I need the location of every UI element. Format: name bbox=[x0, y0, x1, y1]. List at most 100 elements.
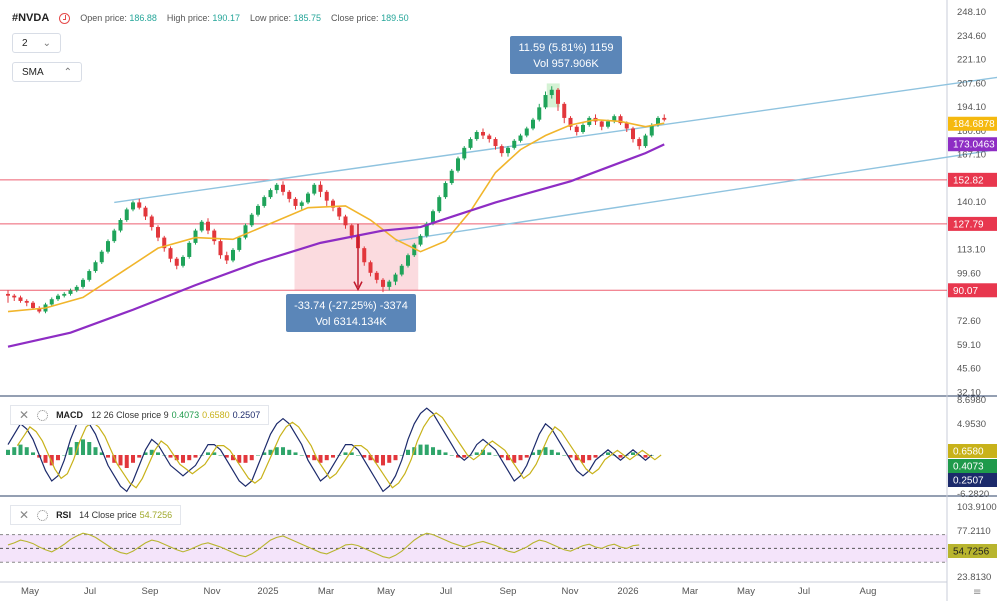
macd-histogram-bar bbox=[187, 455, 192, 461]
time-tick-label: Aug bbox=[860, 586, 877, 597]
candle-body bbox=[437, 197, 442, 212]
macd-histogram-bar bbox=[231, 455, 235, 461]
macd-histogram-bar bbox=[243, 455, 248, 463]
macd-value-3: 0.2507 bbox=[232, 410, 261, 420]
candle-body bbox=[543, 95, 548, 108]
candle-body bbox=[81, 279, 85, 287]
price-badge-label: 90.07 bbox=[953, 286, 978, 297]
price-tick-label: 140.10 bbox=[957, 197, 986, 208]
candle-body bbox=[393, 274, 398, 282]
candle-body bbox=[524, 128, 529, 136]
candle-body bbox=[368, 262, 373, 273]
macd-histogram-bar bbox=[193, 455, 198, 458]
macd-histogram-bar bbox=[343, 452, 348, 455]
macd-histogram-bar bbox=[24, 447, 29, 455]
macd-histogram-bar bbox=[406, 449, 410, 455]
close-icon[interactable]: ✕ bbox=[19, 408, 30, 422]
macd-histogram-bar bbox=[537, 449, 542, 455]
candle-body bbox=[512, 140, 517, 148]
candle-body bbox=[412, 244, 417, 256]
chevron-up-icon: ⌃ bbox=[63, 66, 72, 78]
macd-histogram-bar bbox=[112, 455, 117, 463]
macd-histogram-bar bbox=[137, 455, 142, 458]
close-icon[interactable]: ✕ bbox=[19, 508, 30, 522]
candle-body bbox=[468, 139, 473, 148]
candle-body bbox=[237, 237, 242, 250]
candle-body bbox=[256, 205, 260, 215]
indicator-select[interactable]: SMA ⌃ bbox=[12, 62, 82, 82]
macd-histogram-bar bbox=[387, 455, 392, 463]
low-label: Low price: bbox=[249, 13, 291, 23]
price-badge bbox=[948, 137, 997, 152]
macd-histogram-bar bbox=[356, 455, 360, 456]
macd-histogram-bar bbox=[293, 452, 298, 455]
high-label: High price: bbox=[166, 13, 210, 23]
candle-body bbox=[287, 191, 292, 199]
sma-slow-line bbox=[7, 143, 665, 348]
time-tick-label: Jul bbox=[798, 586, 810, 597]
macd-badge bbox=[948, 444, 997, 458]
macd-tick-label: 4.9530 bbox=[957, 419, 986, 430]
macd-badge-label: 0.4073 bbox=[953, 462, 984, 473]
candle-body bbox=[374, 272, 379, 280]
price-tick-label: 59.10 bbox=[957, 340, 981, 351]
macd-histogram-bar bbox=[512, 455, 517, 463]
price-tick-label: 113.10 bbox=[957, 245, 985, 256]
macd-badge bbox=[948, 473, 997, 487]
macd-histogram-bar bbox=[437, 449, 442, 455]
candle-body bbox=[318, 184, 323, 192]
gear-icon[interactable] bbox=[37, 509, 49, 521]
candle-body bbox=[243, 225, 248, 238]
loss-annotation-text: -33.74 (-27.25%) -3374 bbox=[294, 300, 408, 312]
candle-body bbox=[556, 89, 560, 104]
open-value: 186.88 bbox=[129, 13, 157, 23]
macd-badge bbox=[948, 459, 997, 473]
candle-body bbox=[406, 255, 410, 266]
macd-histogram-bar bbox=[362, 455, 367, 458]
candle-body bbox=[568, 117, 573, 127]
macd-histogram-bar bbox=[506, 455, 510, 461]
price-tick-label: 45.60 bbox=[957, 364, 981, 375]
macd-histogram-bar bbox=[568, 455, 573, 458]
candle-body bbox=[581, 124, 585, 132]
macd-histogram-bar bbox=[156, 452, 160, 455]
macd-histogram-bar bbox=[87, 442, 92, 455]
candle-body bbox=[456, 158, 460, 171]
macd-histogram-bar bbox=[168, 455, 173, 458]
rsi-name: RSI bbox=[56, 510, 72, 520]
candle-body bbox=[218, 241, 223, 256]
macd-histogram-bar bbox=[218, 455, 223, 456]
candle-body bbox=[562, 103, 567, 118]
gear-icon[interactable] bbox=[37, 409, 49, 421]
macd-histogram-bar bbox=[31, 452, 35, 455]
candle-body bbox=[449, 170, 454, 184]
macd-histogram-bar bbox=[274, 447, 279, 455]
candle-body bbox=[493, 139, 498, 147]
gain-annotation-volume: Vol 957.906K bbox=[533, 58, 599, 70]
macd-histogram-bar bbox=[331, 455, 335, 458]
close-value: 189.50 bbox=[381, 13, 409, 23]
candle-body bbox=[56, 295, 60, 300]
loss-annotation-box bbox=[286, 294, 416, 332]
candle-body bbox=[299, 202, 304, 206]
open-label: Open price: bbox=[80, 13, 127, 23]
macd-histogram-bar bbox=[81, 439, 85, 455]
candle-body bbox=[649, 124, 654, 136]
gain-annotation-text: 11.59 (5.81%) 1159 bbox=[519, 42, 614, 54]
price-tick-label: 234.60 bbox=[957, 31, 986, 42]
trendline bbox=[395, 148, 997, 242]
candle-body bbox=[212, 230, 217, 242]
macd-histogram-bar bbox=[424, 444, 429, 455]
candle-body bbox=[181, 256, 185, 266]
interval-select[interactable]: 2 ⌄ bbox=[12, 33, 61, 53]
macd-histogram-bar bbox=[593, 455, 598, 458]
candle-body bbox=[12, 295, 17, 298]
macd-histogram-bar bbox=[431, 447, 435, 455]
candle-body bbox=[656, 117, 660, 125]
rsi-badge-label: 54.7256 bbox=[953, 547, 990, 558]
candle-body bbox=[224, 255, 229, 261]
price-tick-label: 167.10 bbox=[957, 150, 986, 161]
macd-histogram-bar bbox=[499, 455, 504, 458]
clock-icon[interactable] bbox=[59, 12, 71, 24]
